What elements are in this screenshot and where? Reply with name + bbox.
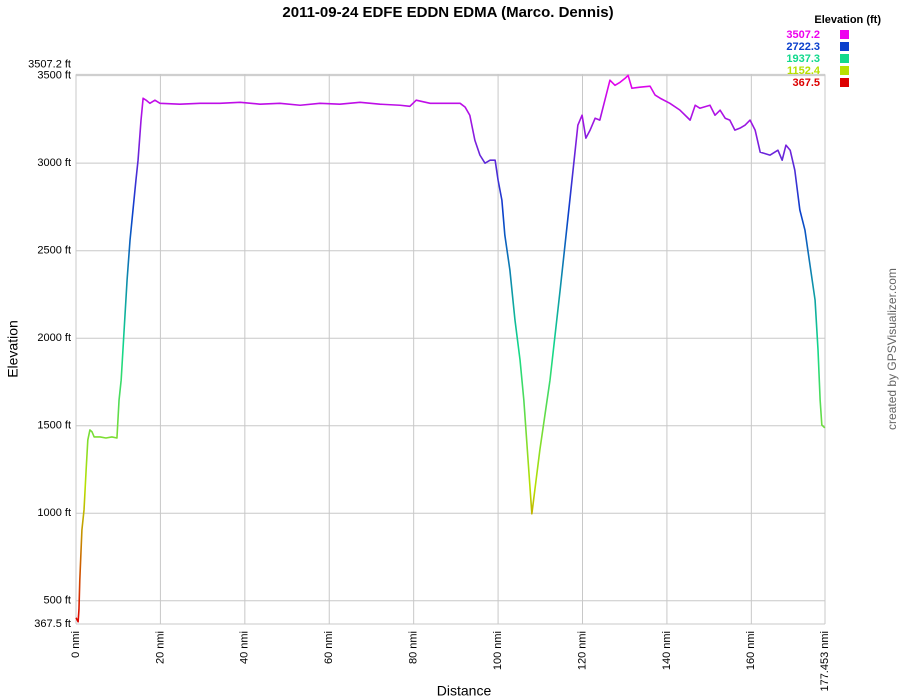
legend-swatch: [840, 42, 849, 51]
x-tick-label: 177.453 nmi: [819, 631, 831, 692]
x-axis-title: Distance: [437, 683, 492, 699]
legend-swatch: [840, 78, 849, 87]
y-axis-title: Elevation: [5, 320, 21, 378]
legend-swatch: [840, 30, 849, 39]
legend-swatch: [840, 54, 849, 63]
legend-swatch: [840, 66, 849, 75]
y-tick-label: 500 ft: [43, 595, 71, 607]
x-tick-label: 120 nmi: [576, 631, 588, 670]
y-tick-label: 367.5 ft: [34, 618, 71, 630]
y-tick-label: 3500 ft: [37, 70, 71, 82]
legend-label: 367.5: [792, 77, 820, 89]
x-tick-label: 80 nmi: [408, 631, 420, 664]
y-tick-label: 3507.2 ft: [28, 58, 71, 70]
x-tick-label: 160 nmi: [745, 631, 757, 670]
chart-title: 2011-09-24 EDFE EDDN EDMA (Marco. Dennis…: [282, 4, 613, 21]
elevation-line: [75, 74, 826, 623]
y-tick-label: 2500 ft: [37, 245, 71, 257]
y-tick-label: 1500 ft: [37, 420, 71, 432]
x-tick-label: 40 nmi: [239, 631, 251, 664]
watermark: created by GPSVisualizer.com: [885, 268, 899, 430]
x-tick-label: 20 nmi: [154, 631, 166, 664]
legend-label: 1937.3: [786, 53, 820, 65]
y-tick-label: 1000 ft: [37, 507, 71, 519]
legend-label: 1152.4: [787, 65, 821, 77]
x-tick-label: 0 nmi: [70, 631, 82, 658]
x-tick-label: 140 nmi: [661, 631, 673, 670]
legend-label: 3507.2: [786, 29, 820, 41]
y-tick-label: 3000 ft: [37, 157, 71, 169]
x-tick-label: 60 nmi: [323, 631, 335, 664]
y-tick-label: 2000 ft: [37, 332, 71, 344]
legend-title: Elevation (ft): [814, 14, 881, 26]
legend-label: 2722.3: [786, 41, 820, 53]
x-tick-label: 100 nmi: [492, 631, 504, 670]
